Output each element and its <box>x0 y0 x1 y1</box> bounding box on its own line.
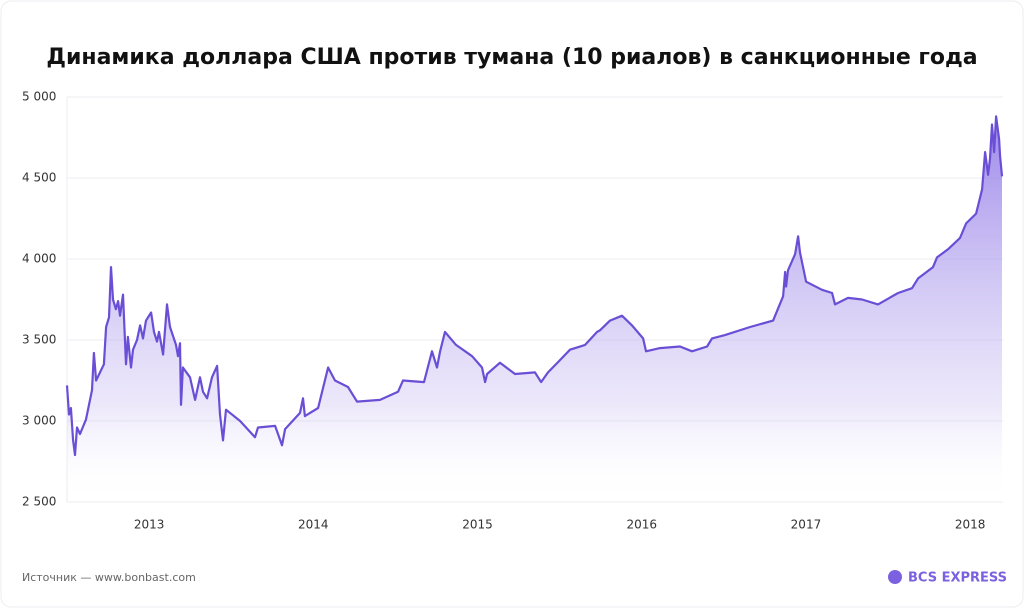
chart-title: Динамика доллара США против тумана (10 р… <box>46 45 977 70</box>
plot: 2 500 3 000 3 500 4 000 4 500 5 000 2013 2014 20… <box>22 90 1004 532</box>
source: Источник — www.bonbast.com <box>22 571 196 584</box>
y-tick-label: 5 000 <box>22 90 56 104</box>
brand-icon <box>888 570 902 584</box>
x-tick-label: 2015 <box>462 518 493 532</box>
brand: BCS EXPRESS <box>908 571 1007 586</box>
y-tick-label: 4 500 <box>22 171 56 185</box>
line <box>65 115 1004 457</box>
x-tick-label: 2017 <box>791 518 822 532</box>
area <box>67 116 1002 503</box>
x-tick-label: 2014 <box>298 518 329 532</box>
y-tick-label: 3 000 <box>22 414 56 428</box>
y-tick-label: 2 500 <box>22 495 56 509</box>
x-tick-label: 2018 <box>955 518 986 532</box>
x-tick-label: 2013 <box>134 518 165 532</box>
y-tick-label: 3 500 <box>22 333 56 347</box>
x-tick-label: 2016 <box>626 518 657 532</box>
y-tick-label: 4 000 <box>22 252 56 266</box>
